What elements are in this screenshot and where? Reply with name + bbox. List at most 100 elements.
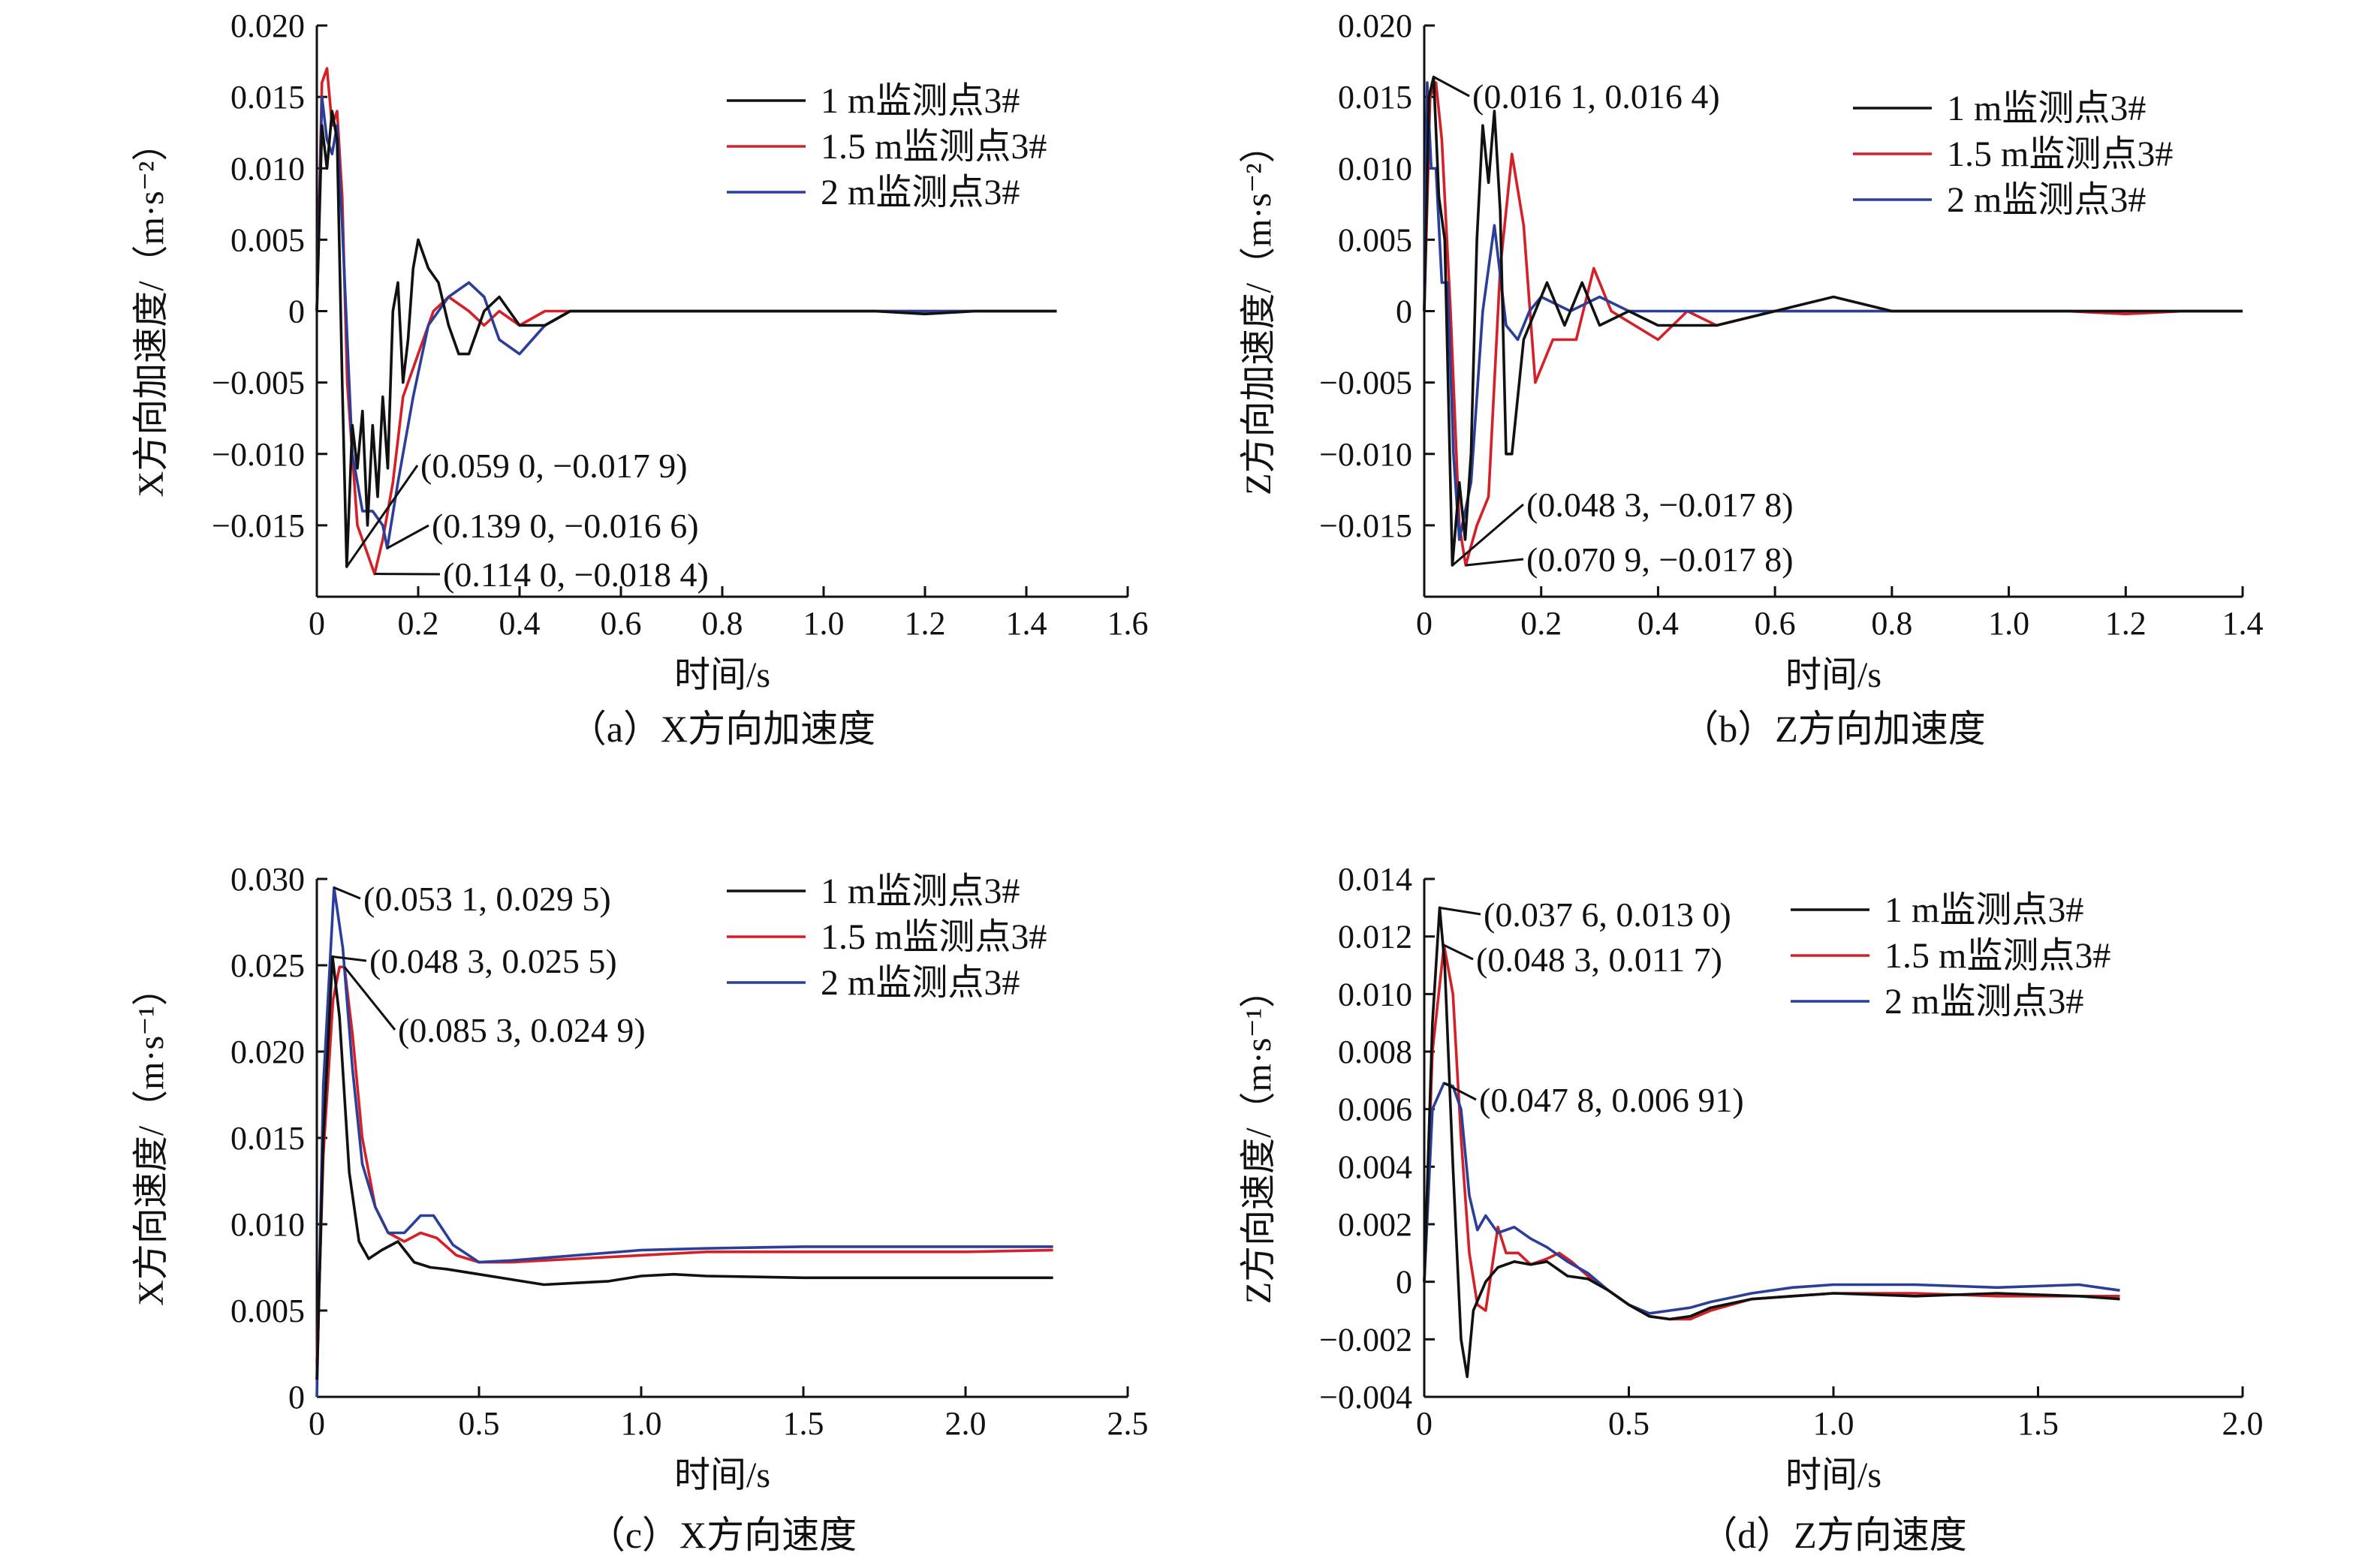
series-line-2 — [315, 965, 1053, 1363]
y-tick-label: 0.020 — [1338, 8, 1412, 44]
x-tick-label: 1.2 — [905, 605, 946, 642]
x-tick-label: 0.2 — [1520, 605, 1562, 642]
x-tick-label: 0.6 — [1755, 605, 1796, 642]
annotation-label: (0.114 0, −0.018 4) — [443, 555, 709, 594]
x-tick-label: 1.0 — [1988, 605, 2029, 642]
annotation-label: (0.048 3, 0.025 5) — [369, 942, 617, 980]
series-line-1 — [315, 955, 1053, 1380]
y-tick-label: 0.002 — [1338, 1206, 1412, 1243]
y-axis-label: X方向加速度/（m·s⁻²） — [131, 125, 171, 498]
panel-c: 0 0.005 0.010 0.015 0.020 0.025 0.030 0 0.5 1.0 1.… — [131, 861, 1149, 1556]
panel-caption: （a）X方向加速度 — [569, 708, 875, 750]
y-tick-label: 0.005 — [230, 1293, 305, 1329]
y-tick-label: 0.010 — [1338, 150, 1412, 187]
y-tick-label: 0.015 — [230, 79, 305, 116]
y-tick-label: 0.020 — [230, 8, 305, 44]
y-tick-label: −0.004 — [1319, 1379, 1412, 1416]
annotation-label: (0.048 3, 0.011 7) — [1476, 940, 1722, 979]
x-tick-label: 1.6 — [1107, 605, 1149, 642]
x-tick-label: 2.0 — [2222, 1405, 2264, 1442]
y-tick-label: −0.005 — [212, 365, 305, 402]
x-tick-label: 1.0 — [621, 1405, 662, 1442]
annotation-label: (0.048 3, −0.017 8) — [1526, 486, 1794, 524]
y-axis-label: Z方向速度/（m·s⁻¹） — [1239, 972, 1279, 1304]
panel-b: −0.015 −0.010 −0.005 0 0.005 0.010 0.015 0.020 0… — [1239, 8, 2264, 750]
annotation-leader — [333, 886, 361, 900]
y-tick-label: 0.025 — [230, 947, 305, 984]
x-axis-label: 时间/s — [1785, 1455, 1881, 1495]
panel-d: −0.004 −0.002 0 0.002 0.004 0.006 0.008 0.010 0.… — [1239, 861, 2264, 1556]
x-tick-label: 0.6 — [601, 605, 642, 642]
legend-entry: 1.5 m监测点3# — [821, 917, 1047, 957]
annotation-label: (0.070 9, −0.017 8) — [1526, 540, 1794, 579]
annotation-label: (0.047 8, 0.006 91) — [1479, 1081, 1744, 1119]
annotation-leader — [1439, 906, 1481, 916]
y-axis-label: X方向速度/（m·s⁻¹） — [131, 970, 171, 1306]
annotation-leader — [332, 956, 367, 962]
x-tick-label: 2.0 — [945, 1405, 987, 1442]
x-tick-label: 0 — [309, 1405, 325, 1442]
x-tick-label: 0.8 — [1871, 605, 1912, 642]
annotation-label: (0.016 1, 0.016 4) — [1472, 77, 1720, 116]
x-tick-label: 0 — [309, 605, 325, 642]
x-tick-label: 0.8 — [702, 605, 743, 642]
legend-entry: 2 m监测点3# — [821, 963, 1020, 1003]
x-axis-label: 时间/s — [674, 655, 770, 695]
panel-caption: （c）X方向速度 — [588, 1514, 857, 1556]
x-tick-label: 1.4 — [1006, 605, 1047, 642]
y-tick-label: 0.010 — [230, 150, 305, 187]
annotation-leader — [1433, 76, 1470, 98]
series-line-1 — [1423, 75, 2243, 567]
x-tick-label: 0 — [1416, 605, 1433, 642]
legend-entry: 2 m监测点3# — [1884, 982, 2083, 1022]
y-tick-label: −0.010 — [1319, 436, 1412, 473]
legend-entry: 1.5 m监测点3# — [821, 127, 1047, 167]
y-tick-label: 0.008 — [1338, 1034, 1412, 1070]
x-tick-label: 2.5 — [1107, 1405, 1149, 1442]
y-tick-label: 0.020 — [230, 1034, 305, 1070]
legend-entry: 2 m监测点3# — [821, 173, 1020, 212]
panel-caption: （b）Z方向加速度 — [1681, 708, 1986, 750]
x-tick-label: 0 — [1416, 1405, 1433, 1442]
y-tick-label: 0.014 — [1338, 861, 1412, 898]
legend-entry: 1.5 m监测点3# — [1884, 936, 2110, 976]
annotation-leader — [343, 966, 396, 1031]
y-tick-label: 0 — [288, 1379, 305, 1416]
x-tick-label: 1.2 — [2105, 605, 2147, 642]
annotation-label: (0.139 0, −0.016 6) — [432, 507, 699, 545]
x-tick-label: 0.5 — [1608, 1405, 1649, 1442]
annotation-label: (0.085 3, 0.024 9) — [398, 1011, 646, 1049]
y-axis-label: Z方向加速度/（m·s⁻²） — [1239, 127, 1279, 495]
annotation-leader — [1443, 1082, 1477, 1101]
x-tick-label: 0.5 — [459, 1405, 500, 1442]
annotation-leader — [1451, 503, 1524, 567]
y-tick-label: 0 — [1396, 1264, 1412, 1301]
x-tick-label: 0.2 — [398, 605, 439, 642]
annotation-leader — [345, 465, 419, 567]
y-tick-label: 0.006 — [1338, 1091, 1412, 1128]
x-tick-label: 0.4 — [499, 605, 541, 642]
x-tick-label: 1.0 — [1813, 1405, 1854, 1442]
y-tick-label: 0.005 — [1338, 221, 1412, 258]
x-axis-label: 时间/s — [674, 1455, 770, 1495]
annotation-label: (0.053 1, 0.029 5) — [363, 880, 611, 918]
y-tick-label: 0.012 — [1338, 919, 1412, 956]
legend-entry: 1 m监测点3# — [821, 871, 1020, 911]
legend-entry: 1 m监测点3# — [821, 81, 1020, 121]
y-tick-label: 0.005 — [230, 221, 305, 258]
y-tick-label: −0.005 — [1319, 365, 1412, 402]
x-tick-label: 1.0 — [803, 605, 845, 642]
legend-entry: 1 m监测点3# — [1947, 89, 2146, 128]
y-tick-label: 0.015 — [1338, 79, 1412, 116]
y-tick-label: 0.010 — [230, 1206, 305, 1243]
y-tick-label: −0.015 — [1319, 507, 1412, 544]
x-tick-label: 1.5 — [783, 1405, 824, 1442]
y-tick-label: 0.010 — [1338, 976, 1412, 1013]
y-tick-label: 0.015 — [230, 1120, 305, 1157]
annotation-leader — [387, 524, 429, 549]
x-tick-label: 1.5 — [2017, 1405, 2059, 1442]
series-line-3 — [1423, 1082, 2120, 1315]
legend-entry: 1 m监测点3# — [1884, 890, 2083, 930]
annotation-label: (0.037 6, 0.013 0) — [1484, 895, 1731, 934]
